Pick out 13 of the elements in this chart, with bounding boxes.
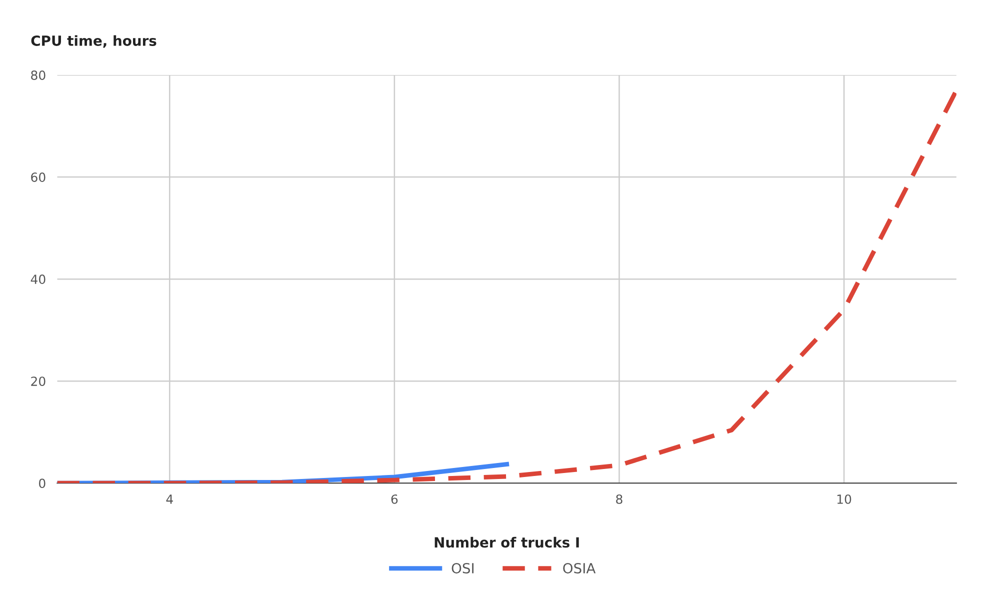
legend-label: OSI	[452, 562, 474, 574]
x-tick-label: 8	[616, 494, 622, 504]
x-tick-label: 6	[391, 494, 398, 504]
x-tick-label: 10	[837, 494, 852, 504]
x-axis-title: Number of trucks I	[434, 536, 579, 548]
x-tick-label: 4	[166, 494, 173, 504]
y-tick-label: 80	[31, 70, 46, 80]
y-tick-label: 60	[31, 172, 46, 182]
y-axis-title: CPU time, hours	[31, 35, 156, 48]
y-tick-label: 40	[30, 274, 46, 284]
y-tick-label: 0	[39, 478, 46, 488]
y-tick-label: 20	[31, 376, 46, 386]
legend-label: OSIA	[563, 562, 596, 574]
